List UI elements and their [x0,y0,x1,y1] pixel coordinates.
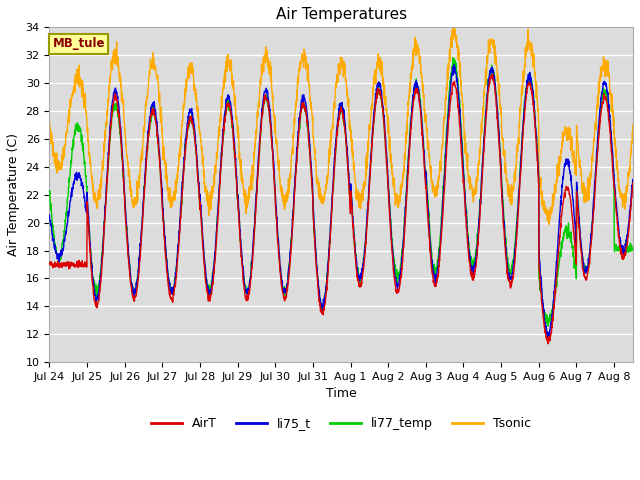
Y-axis label: Air Temperature (C): Air Temperature (C) [7,133,20,256]
Text: MB_tule: MB_tule [52,37,105,50]
X-axis label: Time: Time [326,387,356,400]
Legend: AirT, li75_t, li77_temp, Tsonic: AirT, li75_t, li77_temp, Tsonic [146,412,536,435]
Title: Air Temperatures: Air Temperatures [276,7,406,22]
